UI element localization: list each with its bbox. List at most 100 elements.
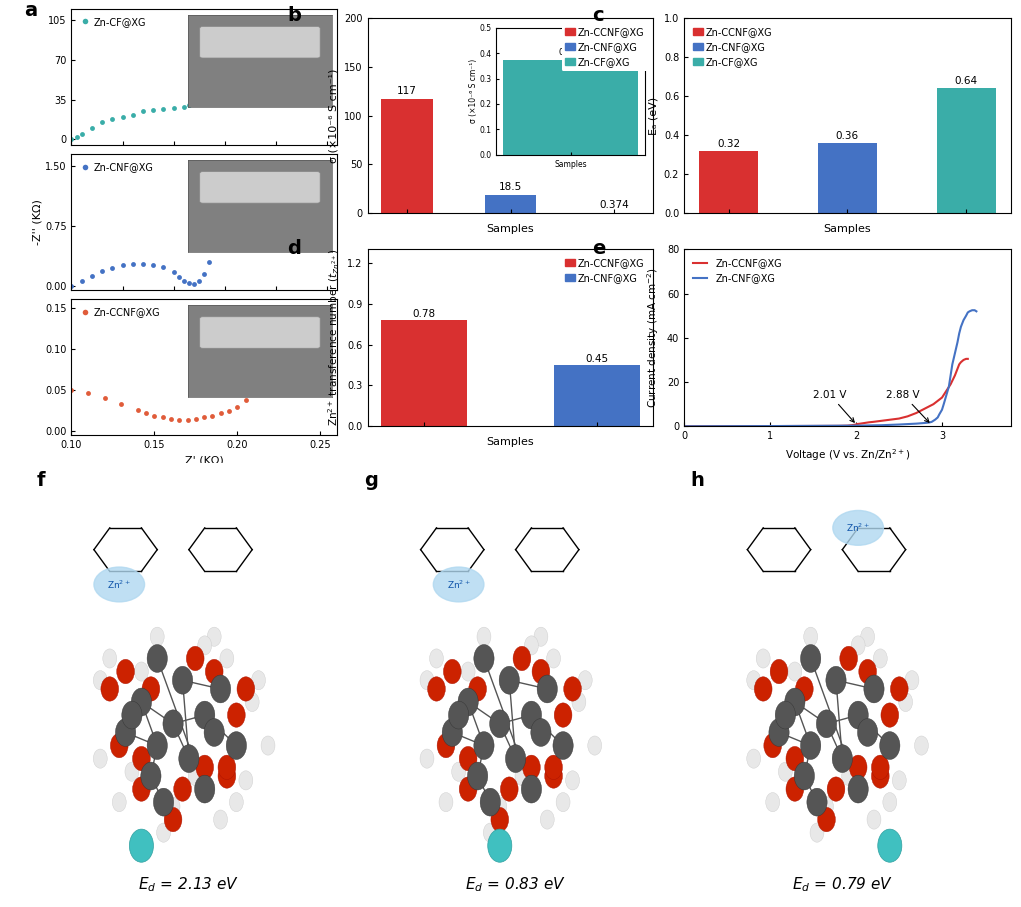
Text: d: d xyxy=(288,239,301,258)
Legend: Zn-CCNF@XG, Zn-CNF@XG, Zn-CF@XG: Zn-CCNF@XG, Zn-CNF@XG, Zn-CF@XG xyxy=(689,23,776,71)
Zn-CCNF@XG xyxy=(721,421,733,432)
Text: 0.45: 0.45 xyxy=(586,354,609,364)
Text: e: e xyxy=(592,239,605,258)
X-axis label: Samples: Samples xyxy=(487,436,534,447)
Circle shape xyxy=(195,775,214,803)
Text: 0.78: 0.78 xyxy=(412,308,435,319)
Bar xyxy=(381,99,433,213)
Circle shape xyxy=(800,732,821,759)
Zn-CCNF@XG xyxy=(849,419,862,430)
Circle shape xyxy=(239,771,253,790)
Circle shape xyxy=(237,677,254,701)
Line: Zn-CNF@XG: Zn-CNF@XG xyxy=(684,310,976,426)
Circle shape xyxy=(883,793,896,812)
Legend: Zn-CF@XG: Zn-CF@XG xyxy=(77,14,149,30)
Circle shape xyxy=(135,662,148,681)
Zn-CNF@XG xyxy=(970,306,982,317)
Circle shape xyxy=(864,675,884,703)
X-axis label: Samples: Samples xyxy=(487,223,534,234)
Zn-CNF@XG xyxy=(962,307,974,317)
Text: 0.36: 0.36 xyxy=(836,131,859,141)
Circle shape xyxy=(210,675,231,703)
Circle shape xyxy=(785,688,805,716)
Zn-CCNF@XG xyxy=(962,354,974,365)
Zn-CNF@XG xyxy=(929,414,941,425)
Zn-CCNF@XG xyxy=(833,421,845,432)
Ellipse shape xyxy=(94,567,145,602)
Circle shape xyxy=(827,777,844,801)
Circle shape xyxy=(515,766,529,785)
Circle shape xyxy=(522,775,541,803)
Circle shape xyxy=(439,793,453,812)
Circle shape xyxy=(546,649,561,668)
Circle shape xyxy=(746,670,761,690)
Circle shape xyxy=(147,645,167,672)
Zn-CCNF@XG xyxy=(902,411,914,422)
Circle shape xyxy=(141,762,161,790)
Circle shape xyxy=(490,710,509,737)
Circle shape xyxy=(817,710,836,737)
Circle shape xyxy=(103,649,116,668)
Zn-CNF@XG xyxy=(927,415,939,426)
Circle shape xyxy=(195,701,214,729)
Legend: Zn-CCNF@XG, Zn-CNF@XG, Zn-CF@XG: Zn-CCNF@XG, Zn-CNF@XG, Zn-CF@XG xyxy=(562,23,648,71)
Circle shape xyxy=(881,703,898,727)
Circle shape xyxy=(867,810,881,829)
Y-axis label: Current density (mA cm$^{-2}$): Current density (mA cm$^{-2}$) xyxy=(645,268,662,408)
Zn-CNF@XG xyxy=(764,421,776,432)
Circle shape xyxy=(125,762,139,781)
Zn-CCNF@XG xyxy=(927,399,939,410)
Circle shape xyxy=(858,718,878,746)
Circle shape xyxy=(849,756,867,779)
Bar xyxy=(936,88,995,213)
Circle shape xyxy=(163,710,183,737)
Ellipse shape xyxy=(833,511,883,545)
Legend: Zn-CNF@XG: Zn-CNF@XG xyxy=(77,159,156,175)
Circle shape xyxy=(230,793,243,812)
Text: E$_d$ = 0.79 eV: E$_d$ = 0.79 eV xyxy=(792,875,892,893)
Circle shape xyxy=(775,701,795,729)
Zn-CNF@XG xyxy=(807,421,819,432)
Circle shape xyxy=(459,746,477,771)
Circle shape xyxy=(133,746,150,771)
Circle shape xyxy=(101,677,118,701)
Zn-CCNF@XG xyxy=(960,354,972,365)
Zn-CCNF@XG xyxy=(884,414,896,425)
Zn-CNF@XG xyxy=(952,336,964,347)
Circle shape xyxy=(566,771,580,790)
Circle shape xyxy=(261,736,275,756)
Circle shape xyxy=(469,677,486,701)
Zn-CCNF@XG xyxy=(958,355,970,366)
Circle shape xyxy=(196,756,213,779)
Text: 0.32: 0.32 xyxy=(717,139,740,149)
Text: E$_d$ = 2.13 eV: E$_d$ = 2.13 eV xyxy=(139,875,239,893)
Circle shape xyxy=(770,659,788,684)
Circle shape xyxy=(545,756,563,779)
Zn-CCNF@XG xyxy=(845,420,858,431)
Circle shape xyxy=(150,627,164,647)
Circle shape xyxy=(915,736,928,756)
Circle shape xyxy=(420,749,434,768)
Circle shape xyxy=(500,777,518,801)
Circle shape xyxy=(430,649,443,668)
Zn-CNF@XG xyxy=(933,409,945,420)
Circle shape xyxy=(218,764,236,788)
Circle shape xyxy=(218,756,236,779)
X-axis label: Samples: Samples xyxy=(824,223,871,234)
Circle shape xyxy=(525,636,538,655)
Circle shape xyxy=(459,777,477,801)
Circle shape xyxy=(187,647,204,670)
Circle shape xyxy=(872,756,889,779)
Circle shape xyxy=(133,777,150,801)
Circle shape xyxy=(786,746,804,771)
Zn-CNF@XG xyxy=(919,417,931,428)
Zn-CNF@XG xyxy=(931,412,943,423)
Circle shape xyxy=(880,732,900,759)
Circle shape xyxy=(164,807,182,832)
Zn-CNF@XG xyxy=(955,321,967,332)
Circle shape xyxy=(451,762,466,781)
Circle shape xyxy=(112,793,127,812)
Zn-CNF@XG xyxy=(949,348,961,359)
Circle shape xyxy=(755,677,772,701)
Circle shape xyxy=(174,777,191,801)
